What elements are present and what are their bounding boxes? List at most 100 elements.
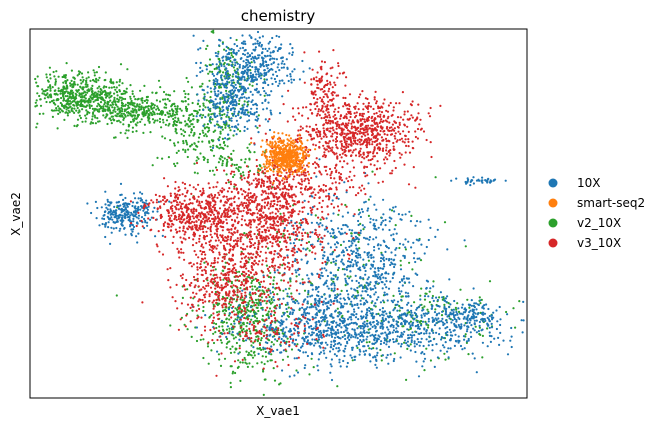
data-point: [230, 107, 233, 110]
data-point: [85, 85, 88, 88]
data-point: [49, 94, 52, 97]
data-point: [353, 231, 356, 234]
data-point: [318, 352, 321, 356]
data-point: [196, 111, 199, 114]
data-point: [304, 298, 307, 301]
data-point: [373, 222, 376, 225]
data-point: [347, 265, 351, 268]
data-point: [520, 319, 523, 322]
data-point: [460, 323, 463, 326]
data-point: [363, 302, 366, 305]
data-point: [142, 108, 146, 111]
data-point: [173, 105, 177, 108]
data-point: [421, 306, 424, 309]
data-point: [385, 293, 388, 296]
data-point: [271, 335, 274, 338]
data-point: [464, 309, 467, 313]
data-point: [164, 113, 167, 117]
data-point: [336, 299, 339, 302]
data-point: [374, 363, 377, 366]
data-point: [373, 293, 376, 296]
data-point: [64, 76, 67, 79]
data-point: [206, 91, 209, 94]
data-point: [175, 113, 179, 116]
data-point: [227, 93, 230, 96]
data-point: [424, 312, 427, 315]
data-point: [132, 217, 135, 220]
data-point: [232, 48, 235, 52]
data-point: [276, 49, 279, 53]
data-point: [89, 95, 92, 98]
data-point: [249, 71, 252, 75]
data-point: [320, 295, 323, 298]
data-point: [196, 120, 199, 123]
data-point: [104, 101, 107, 104]
data-point: [350, 244, 353, 247]
data-point: [245, 303, 248, 307]
data-point: [485, 303, 488, 306]
data-point: [349, 316, 352, 319]
data-point: [328, 295, 331, 298]
data-point: [329, 271, 333, 274]
data-point: [444, 297, 447, 300]
data-point: [374, 90, 377, 93]
data-point: [308, 249, 311, 252]
data-point: [108, 106, 111, 109]
data-point: [315, 308, 318, 311]
data-point: [444, 319, 448, 322]
data-point: [131, 201, 135, 204]
data-point: [156, 112, 159, 115]
data-point: [322, 312, 325, 315]
data-point: [49, 77, 52, 80]
data-point: [82, 78, 85, 82]
data-point: [61, 110, 64, 113]
data-point: [260, 296, 263, 299]
data-point: [326, 305, 329, 308]
data-point: [337, 197, 340, 200]
data-point: [74, 83, 77, 86]
data-point: [404, 238, 407, 241]
data-point: [232, 95, 235, 98]
data-point: [369, 296, 372, 299]
data-point: [117, 119, 120, 122]
data-point: [388, 340, 391, 343]
data-point: [345, 289, 349, 292]
data-point: [267, 310, 270, 313]
data-point: [158, 100, 162, 103]
data-point: [34, 101, 37, 104]
data-point: [233, 129, 236, 133]
data-point: [296, 343, 299, 346]
data-point: [142, 115, 145, 118]
data-point: [379, 342, 382, 346]
data-point: [321, 224, 324, 227]
data-point: [242, 174, 245, 177]
data-point: [57, 89, 60, 92]
data-point: [289, 75, 292, 78]
data-point: [264, 118, 267, 121]
data-point: [367, 243, 370, 246]
data-point: [151, 164, 154, 167]
data-point: [65, 62, 68, 65]
data-point: [214, 331, 217, 334]
data-point: [182, 134, 185, 137]
data-point: [225, 49, 228, 52]
data-point: [311, 331, 314, 334]
data-point: [436, 228, 439, 231]
data-point: [105, 113, 108, 116]
data-point: [256, 347, 259, 350]
data-point: [257, 117, 260, 120]
data-point: [342, 263, 345, 266]
data-point: [76, 74, 79, 77]
data-point: [397, 325, 400, 328]
data-point: [254, 329, 257, 332]
data-point: [187, 93, 190, 96]
data-point: [263, 323, 266, 326]
data-point: [420, 331, 423, 335]
data-point: [184, 139, 188, 142]
data-point: [396, 320, 399, 324]
data-point: [141, 101, 144, 104]
data-point: [385, 286, 388, 289]
data-point: [84, 114, 87, 117]
data-point: [241, 34, 244, 37]
data-point: [97, 79, 100, 82]
